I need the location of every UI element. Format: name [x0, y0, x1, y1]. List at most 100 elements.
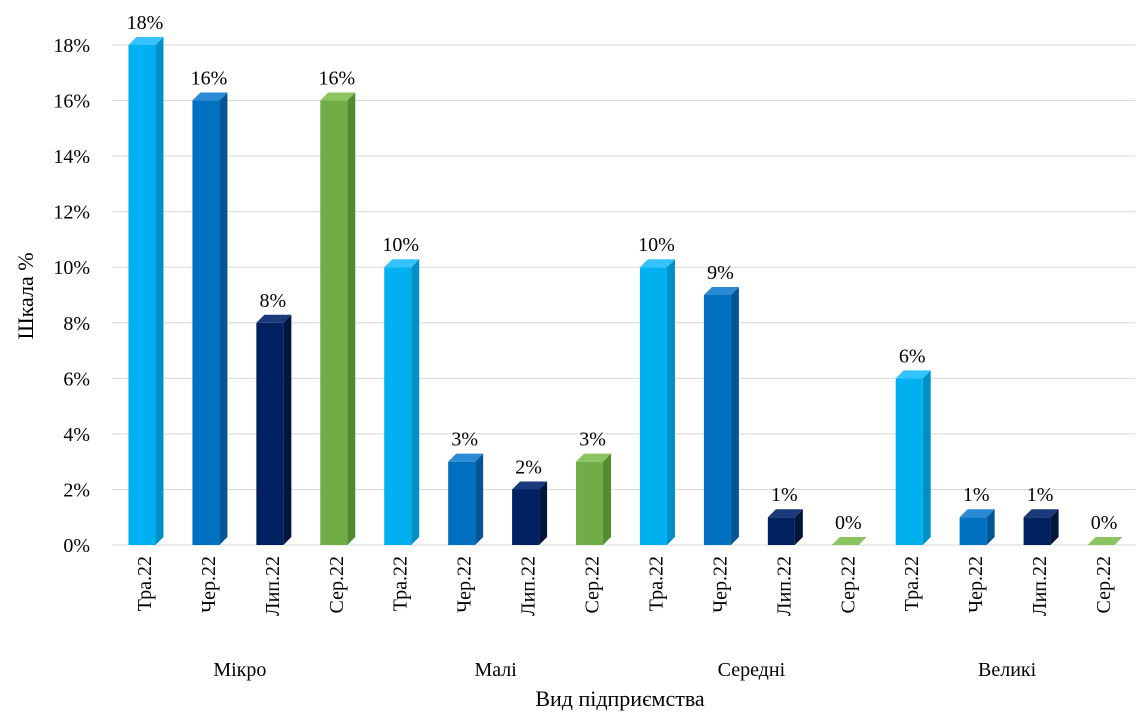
bar [512, 481, 548, 545]
data-labels: 18% 16% 8% 16% 10% 3% 2% 3% 10% 9% 1% 0% 6% 1% 1% 0% [127, 12, 1118, 534]
data-label: 1% [771, 484, 798, 506]
bar [1087, 537, 1123, 545]
x-tick-label: Чер.22 [198, 556, 220, 613]
data-label: 0% [835, 512, 862, 534]
bar-front [895, 378, 923, 545]
bars [128, 37, 1123, 546]
x-tick-label: Чер.22 [965, 556, 987, 613]
y-tick-label: 18% [53, 35, 90, 57]
bar-top [639, 259, 675, 268]
bar-top [256, 314, 292, 323]
data-label: 1% [963, 484, 990, 506]
bar-side [922, 370, 931, 545]
y-tick-label: 14% [53, 146, 90, 168]
data-label: 1% [1027, 484, 1054, 506]
bar-side [475, 453, 484, 545]
bar-front [767, 517, 795, 545]
bar [639, 259, 675, 545]
bar [895, 370, 931, 545]
data-label: 8% [260, 290, 287, 312]
bar-top [1023, 509, 1059, 518]
bar [767, 509, 803, 545]
bar [320, 92, 356, 546]
x-tick-label: Лип.22 [262, 556, 284, 616]
data-label: 16% [191, 68, 228, 90]
y-axis-ticks: 0% 2% 4% 6% 8% 10% 12% 14% 16% 18% [53, 35, 90, 557]
bar-side [155, 37, 164, 545]
x-tick-label: Тра.22 [134, 556, 156, 611]
group-label: Середні [718, 659, 786, 681]
bar-side [219, 92, 228, 546]
bar-front [1023, 517, 1051, 545]
group-label: Великі [978, 659, 1037, 681]
bar-side [666, 259, 675, 545]
data-label: 9% [707, 262, 734, 284]
x-tick-label: Сер.22 [1093, 556, 1115, 613]
bar-top [959, 509, 995, 518]
data-label: 16% [318, 68, 355, 90]
bar-side [1050, 509, 1059, 545]
x-tick-label: Тра.22 [901, 556, 923, 611]
data-label: 18% [127, 12, 164, 34]
bar-front [320, 100, 348, 546]
bar-top [320, 92, 356, 101]
bar-front [448, 461, 476, 545]
x-tick-label: Тра.22 [645, 556, 667, 611]
bar-front [192, 100, 220, 546]
y-tick-label: 10% [53, 257, 90, 279]
x-axis-title: Вид підприємства [535, 686, 705, 711]
bar [384, 259, 420, 545]
bar-front [703, 295, 731, 545]
bar [448, 453, 484, 545]
bar-front [128, 45, 156, 545]
y-tick-label: 12% [53, 202, 90, 224]
bar-front [639, 267, 667, 545]
x-axis-group-labels: Мікро Малі Середні Великі [213, 659, 1036, 681]
y-tick-label: 2% [63, 479, 90, 501]
bar-front [576, 461, 604, 545]
data-label: 10% [638, 234, 675, 256]
data-label: 3% [451, 429, 478, 451]
y-tick-label: 4% [63, 424, 90, 446]
y-tick-label: 8% [63, 313, 90, 335]
data-label: 3% [579, 429, 606, 451]
x-tick-label: Лип.22 [518, 556, 540, 616]
data-label: 6% [899, 345, 926, 367]
bar [831, 537, 867, 545]
y-tick-label: 6% [63, 368, 90, 390]
data-label: 10% [382, 234, 419, 256]
bar [192, 92, 228, 546]
bar-side [603, 453, 612, 545]
y-tick-label: 0% [63, 535, 90, 557]
bar-top [192, 92, 228, 101]
bar [1023, 509, 1059, 545]
bar [256, 314, 292, 545]
bar-top [767, 509, 803, 518]
group-label: Малі [474, 659, 517, 681]
x-axis-category-labels: Тра.22 Чер.22 Лип.22 Сер.22 Тра.22 Чер.22 Лип.… [134, 556, 1115, 616]
bar-side [347, 92, 356, 546]
x-tick-label: Сер.22 [582, 556, 604, 613]
bar-front [256, 322, 284, 545]
bar-front [959, 517, 987, 545]
bar [703, 287, 739, 545]
x-tick-label: Чер.22 [454, 556, 476, 613]
bar-top [1087, 537, 1123, 545]
x-tick-label: Тра.22 [390, 556, 412, 611]
bar-side [283, 314, 292, 545]
bar-front [384, 267, 412, 545]
data-label: 2% [515, 456, 542, 478]
bar-top [831, 537, 867, 545]
bar [576, 453, 612, 545]
y-axis-title: Шкала % [13, 252, 38, 339]
x-tick-label: Сер.22 [326, 556, 348, 613]
bar-front [512, 489, 540, 545]
x-tick-label: Лип.22 [773, 556, 795, 616]
bar [959, 509, 995, 545]
bar-top [895, 370, 931, 379]
bar-top [384, 259, 420, 268]
bar-side [411, 259, 420, 545]
bar-side [730, 287, 739, 545]
bar-top [512, 481, 548, 490]
